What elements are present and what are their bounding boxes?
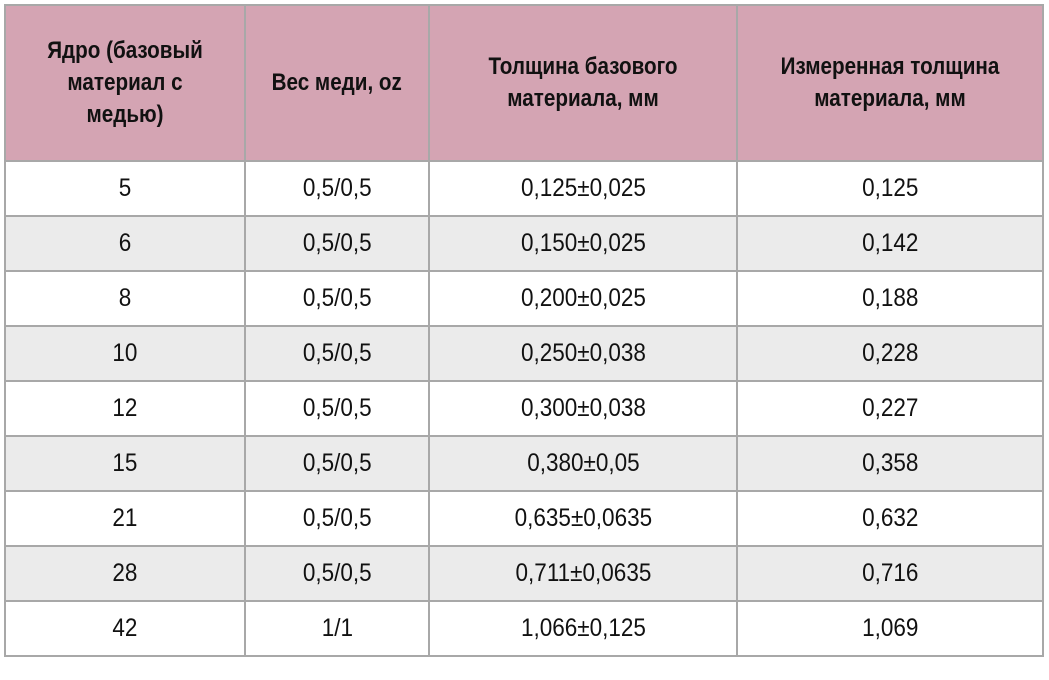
cell-text: 8 xyxy=(118,284,132,312)
cell-text: 0,125 xyxy=(861,174,919,202)
table-cell: 1,069 xyxy=(736,600,1044,657)
table-row: 12 0,5/0,5 0,300±0,038 0,227 xyxy=(4,380,1044,437)
cell-text: 0,635±0,0635 xyxy=(514,504,652,532)
table-cell: 1,066±0,125 xyxy=(428,600,738,657)
table-cell: 0,5/0,5 xyxy=(244,160,430,217)
cell-text: 0,5/0,5 xyxy=(302,504,372,532)
table-cell: 0,716 xyxy=(736,545,1044,602)
table-cell: 0,188 xyxy=(736,270,1044,327)
cell-text: 15 xyxy=(112,449,138,477)
cell-text: 0,250±0,038 xyxy=(520,339,646,367)
cell-text: 0,200±0,025 xyxy=(520,284,646,312)
table-cell: 1/1 xyxy=(244,600,430,657)
data-table-container: Ядро (базовый материал с медью) Вес меди… xyxy=(4,4,1044,657)
table-cell: 0,632 xyxy=(736,490,1044,547)
table-cell: 21 xyxy=(4,490,246,547)
header-copper-weight: Вес меди, oz xyxy=(244,4,430,162)
table-cell: 0,200±0,025 xyxy=(428,270,738,327)
table-cell: 10 xyxy=(4,325,246,382)
cell-text: 0,227 xyxy=(861,394,919,422)
cell-text: 0,380±0,05 xyxy=(526,449,640,477)
cell-text: 42 xyxy=(112,614,138,642)
cell-text: 0,5/0,5 xyxy=(302,229,372,257)
table-cell: 0,380±0,05 xyxy=(428,435,738,492)
cell-text: 0,125±0,025 xyxy=(520,174,646,202)
cell-text: 0,300±0,038 xyxy=(520,394,646,422)
table-row: 10 0,5/0,5 0,250±0,038 0,228 xyxy=(4,325,1044,382)
table-cell: 0,228 xyxy=(736,325,1044,382)
table-cell: 0,125±0,025 xyxy=(428,160,738,217)
cell-text: 0,711±0,0635 xyxy=(515,559,651,587)
cell-text: 0,716 xyxy=(861,559,919,587)
cell-text: 5 xyxy=(118,174,132,202)
table-cell: 12 xyxy=(4,380,246,437)
header-row: Ядро (базовый материал с медью) Вес меди… xyxy=(4,4,1044,162)
table-cell: 0,5/0,5 xyxy=(244,380,430,437)
table-cell: 0,5/0,5 xyxy=(244,270,430,327)
data-table: Ядро (базовый материал с медью) Вес меди… xyxy=(4,4,1044,657)
table-cell: 6 xyxy=(4,215,246,272)
table-cell: 0,5/0,5 xyxy=(244,215,430,272)
cell-text: 21 xyxy=(112,504,138,532)
header-base-thickness: Толщина базового материала, мм xyxy=(428,4,738,162)
table-cell: 0,5/0,5 xyxy=(244,435,430,492)
table-cell: 8 xyxy=(4,270,246,327)
cell-text: 0,5/0,5 xyxy=(302,559,372,587)
header-core-label: Ядро (базовый материал с медью) xyxy=(47,37,203,128)
table-cell: 0,227 xyxy=(736,380,1044,437)
table-cell: 5 xyxy=(4,160,246,217)
cell-text: 0,5/0,5 xyxy=(302,449,372,477)
cell-text: 0,5/0,5 xyxy=(302,174,372,202)
header-measured-thickness: Измеренная толщина материала, мм xyxy=(736,4,1044,162)
table-cell: 0,250±0,038 xyxy=(428,325,738,382)
table-row: 8 0,5/0,5 0,200±0,025 0,188 xyxy=(4,270,1044,327)
table-cell: 0,358 xyxy=(736,435,1044,492)
table-row: 42 1/1 1,066±0,125 1,069 xyxy=(4,600,1044,657)
table-row: 15 0,5/0,5 0,380±0,05 0,358 xyxy=(4,435,1044,492)
cell-text: 0,188 xyxy=(861,284,919,312)
cell-text: 10 xyxy=(112,339,138,367)
table-cell: 0,635±0,0635 xyxy=(428,490,738,547)
header-base-thickness-label: Толщина базового материала, мм xyxy=(488,53,678,112)
header-core: Ядро (базовый материал с медью) xyxy=(4,4,246,162)
cell-text: 1/1 xyxy=(321,614,353,642)
table-cell: 28 xyxy=(4,545,246,602)
cell-text: 0,5/0,5 xyxy=(302,339,372,367)
table-cell: 0,125 xyxy=(736,160,1044,217)
cell-text: 0,150±0,025 xyxy=(520,229,646,257)
table-cell: 0,5/0,5 xyxy=(244,490,430,547)
table-cell: 0,5/0,5 xyxy=(244,325,430,382)
cell-text: 28 xyxy=(112,559,138,587)
table-cell: 0,711±0,0635 xyxy=(428,545,738,602)
cell-text: 0,5/0,5 xyxy=(302,394,372,422)
table-row: 6 0,5/0,5 0,150±0,025 0,142 xyxy=(4,215,1044,272)
table-cell: 15 xyxy=(4,435,246,492)
table-row: 21 0,5/0,5 0,635±0,0635 0,632 xyxy=(4,490,1044,547)
cell-text: 1,069 xyxy=(861,614,919,642)
cell-text: 0,228 xyxy=(861,339,919,367)
table-cell: 0,150±0,025 xyxy=(428,215,738,272)
cell-text: 6 xyxy=(118,229,132,257)
cell-text: 0,5/0,5 xyxy=(302,284,372,312)
table-cell: 42 xyxy=(4,600,246,657)
cell-text: 0,632 xyxy=(861,504,919,532)
cell-text: 12 xyxy=(112,394,138,422)
table-cell: 0,142 xyxy=(736,215,1044,272)
cell-text: 0,142 xyxy=(861,229,919,257)
table-row: 5 0,5/0,5 0,125±0,025 0,125 xyxy=(4,160,1044,217)
header-measured-thickness-label: Измеренная толщина материала, мм xyxy=(780,53,1000,112)
table-row: 28 0,5/0,5 0,711±0,0635 0,716 xyxy=(4,545,1044,602)
table-cell: 0,300±0,038 xyxy=(428,380,738,437)
cell-text: 1,066±0,125 xyxy=(520,614,646,642)
cell-text: 0,358 xyxy=(861,449,919,477)
table-cell: 0,5/0,5 xyxy=(244,545,430,602)
header-copper-weight-label: Вес меди, oz xyxy=(271,69,403,96)
